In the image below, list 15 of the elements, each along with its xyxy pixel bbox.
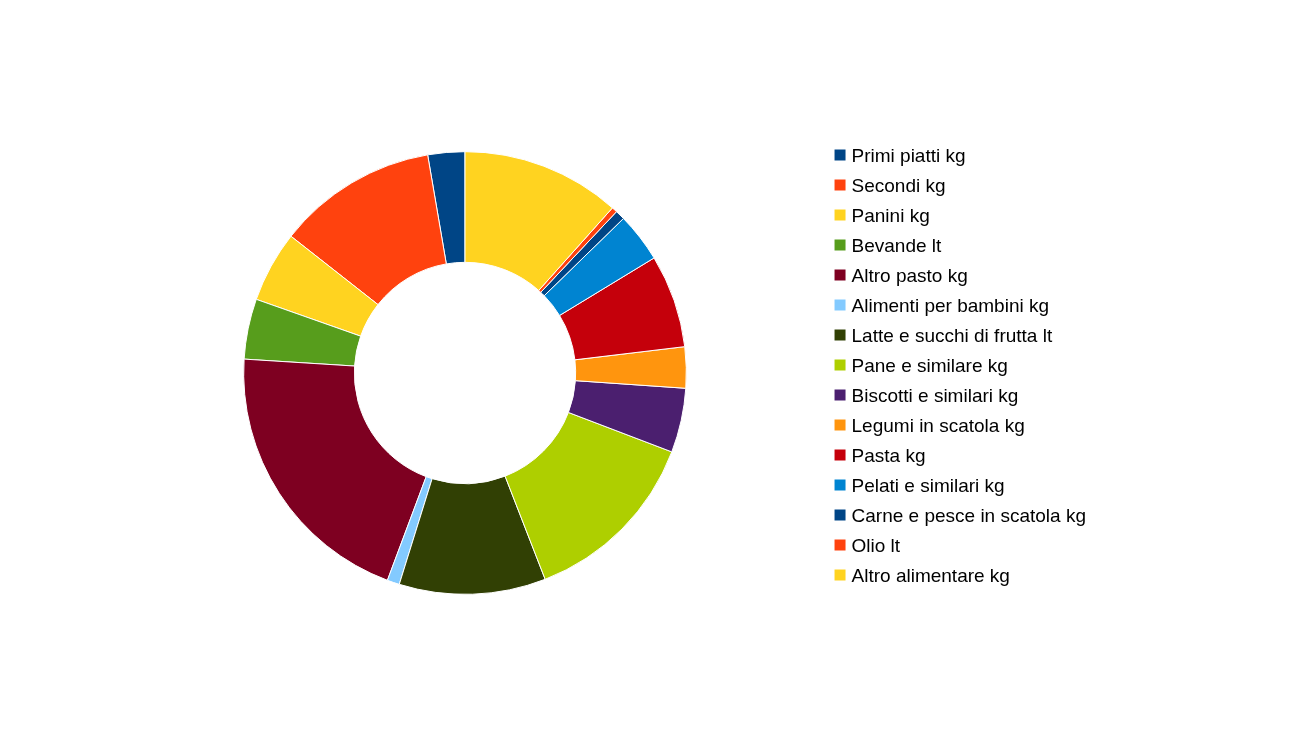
legend-label: Alimenti per bambini kg <box>851 294 1050 316</box>
legend-label: Panini kg <box>851 204 930 226</box>
legend-label: Biscotti e similari kg <box>851 384 1019 406</box>
legend-label: Secondi kg <box>851 174 946 196</box>
legend-label: Altro pasto kg <box>851 264 968 286</box>
legend-label: Pasta kg <box>851 444 926 466</box>
legend-label: Legumi in scatola kg <box>851 414 1025 436</box>
legend-label: Bevande lt <box>851 234 943 256</box>
legend-label: Olio lt <box>851 534 901 556</box>
legend-label: Carne e pesce in scatola kg <box>851 504 1086 526</box>
legend-label: Latte e succhi di frutta lt <box>851 324 1053 346</box>
legend-label: Pelati e similari kg <box>851 474 1005 496</box>
legend-label: Primi piatti kg <box>851 144 966 166</box>
legend-label: Pane e similare kg <box>851 354 1008 376</box>
legend-label: Altro alimentare kg <box>851 564 1010 586</box>
